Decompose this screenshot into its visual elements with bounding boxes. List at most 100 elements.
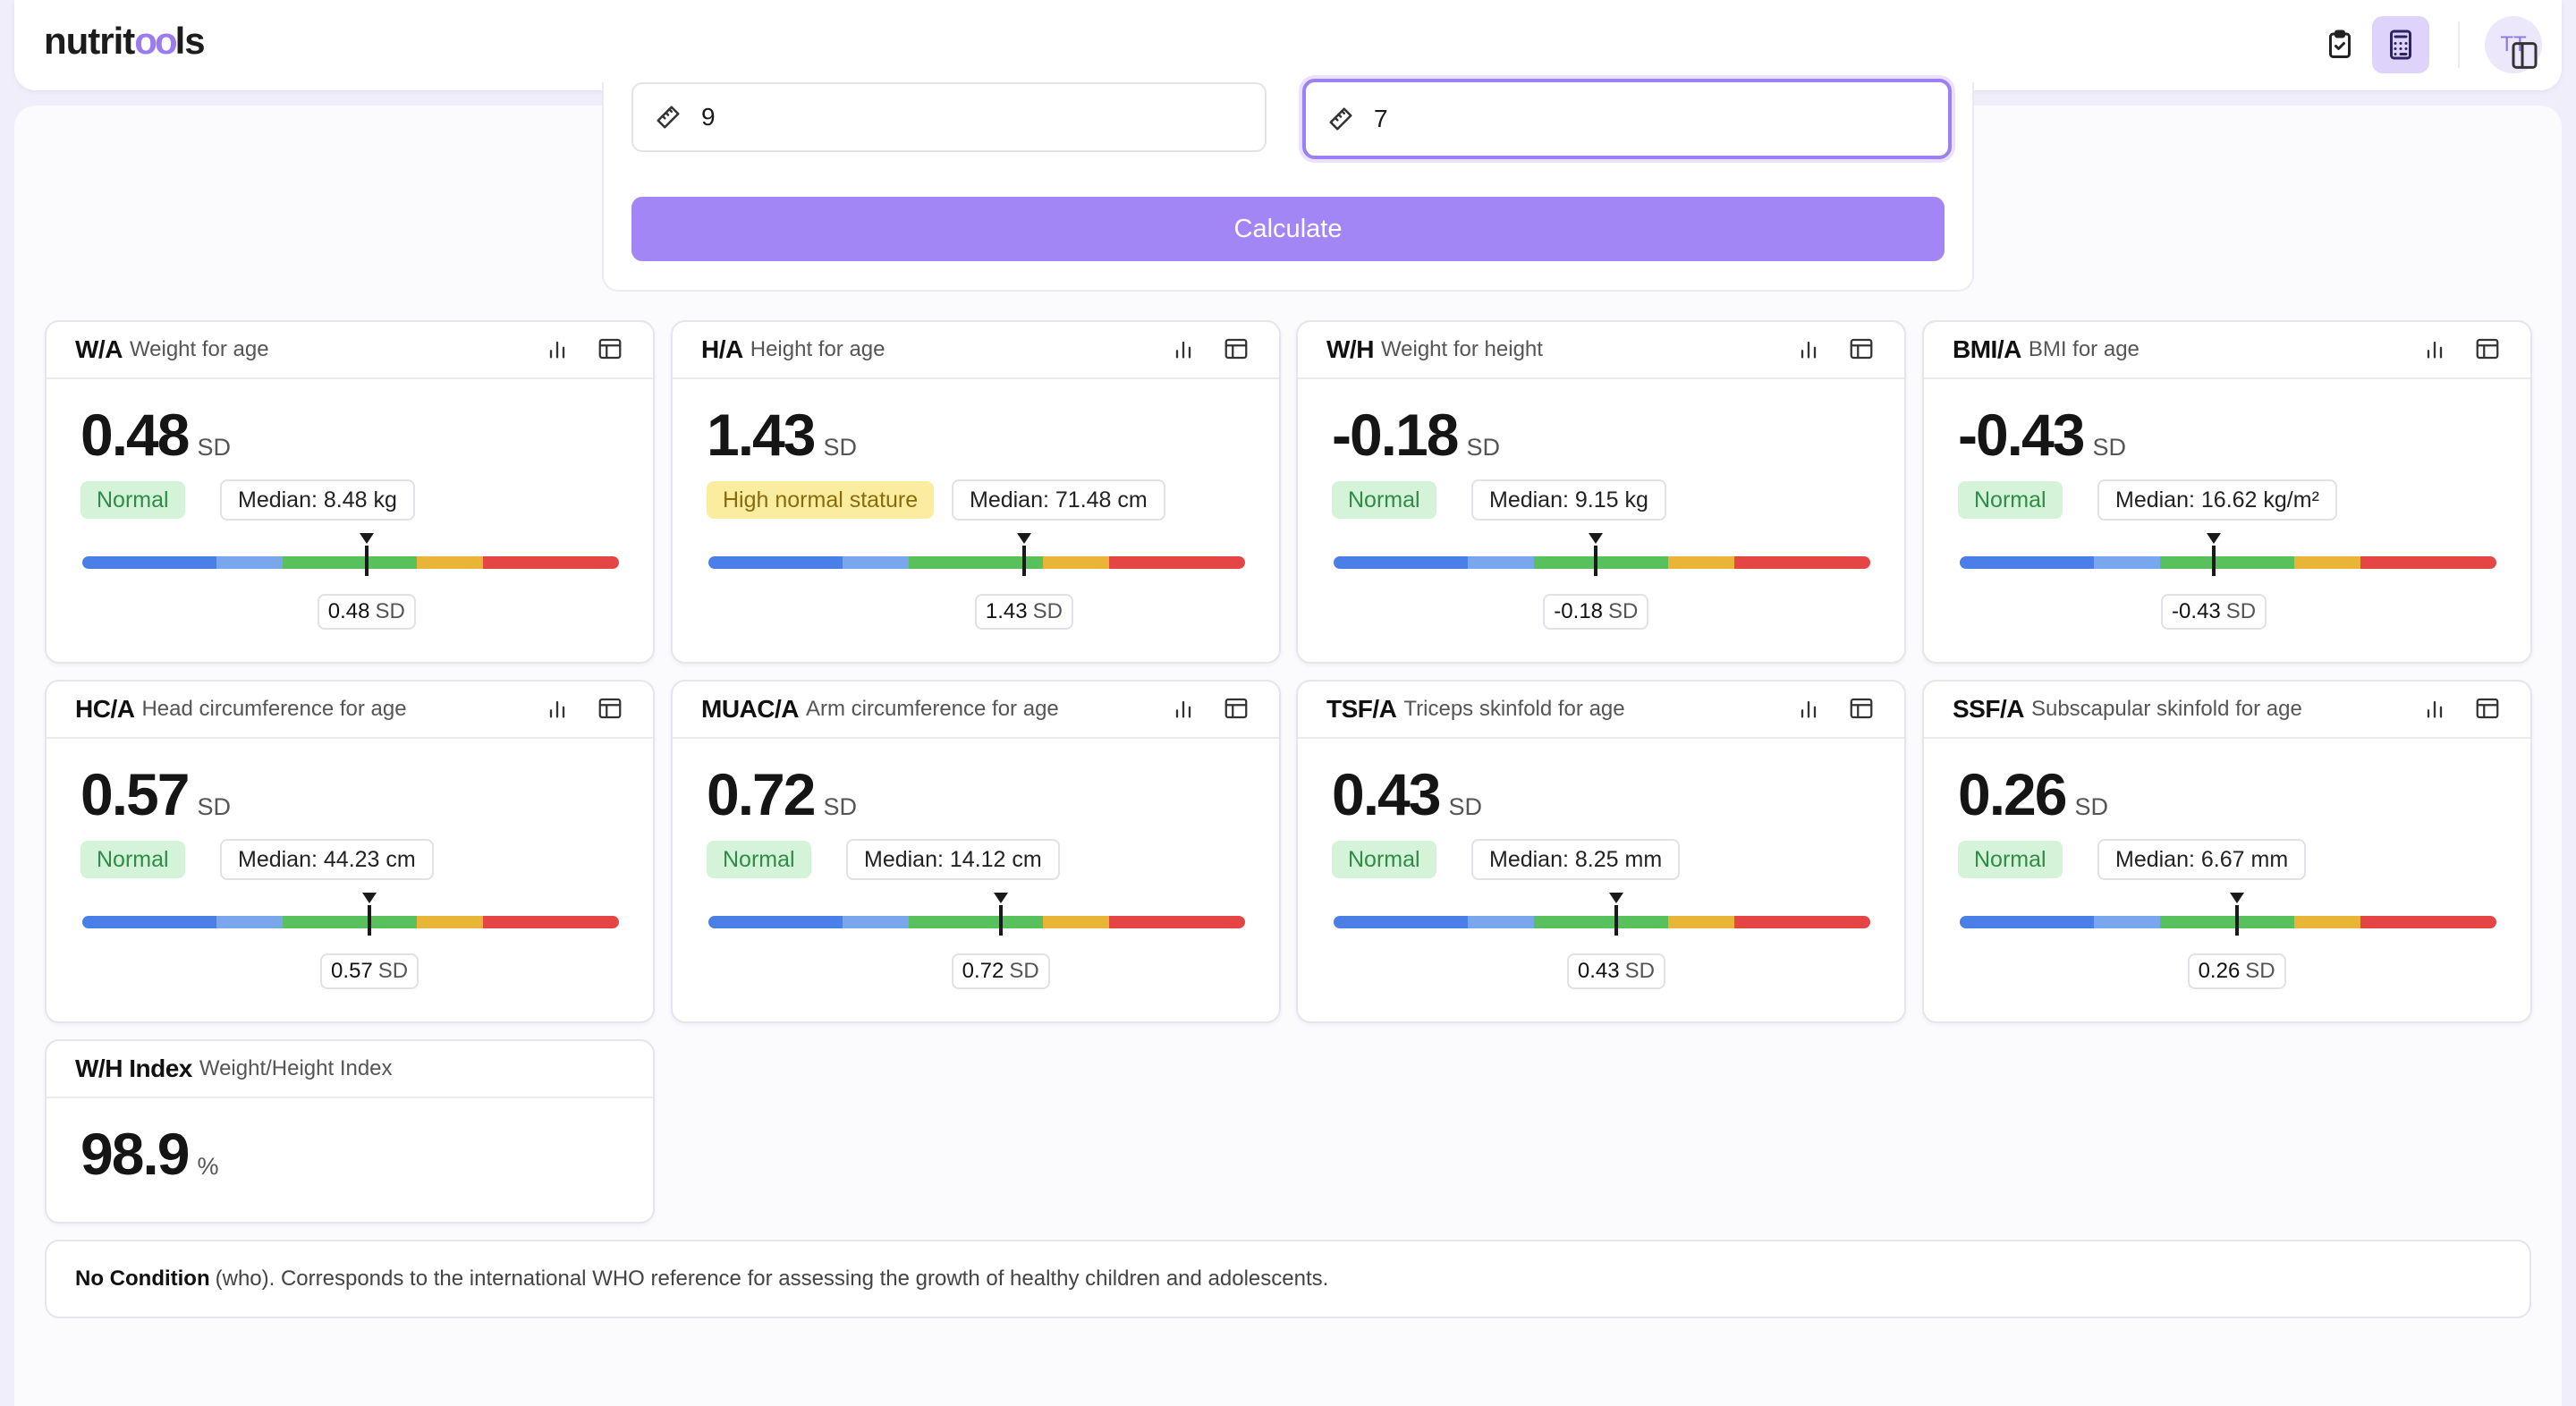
card-header: HC/A Head circumference for age [47,682,653,739]
ruler-icon [1329,107,1352,131]
card-code: BMI/A [1953,335,2021,363]
sd-value-unit: SD [1009,959,1039,983]
indicator-card: BMI/A BMI for age -0.43 SD Normal Median: 16.… [1922,320,2532,664]
card-value-unit: % [197,1153,219,1180]
sd-value-text: -0.43 [2172,599,2221,623]
clipboard-check-icon [2329,30,2351,58]
status-badge: Normal [80,481,185,519]
top-header: nutritools TT [14,0,2562,90]
measurement-input-right[interactable]: 7 [1302,79,1952,159]
marker-line [368,905,372,936]
layout-panel-icon [2512,42,2538,69]
chart-view-button[interactable] [543,336,572,365]
calculate-button[interactable]: Calculate [631,197,1945,261]
card-value: 0.57 SD [80,760,231,828]
card-header: W/H Index Weight/Height Index [47,1041,653,1098]
scale-band-very-low [1334,556,1468,569]
scale-band-normal [2160,916,2294,928]
card-header: W/H Weight for height [1298,322,1904,379]
card-value-number: 0.43 [1332,761,1441,827]
scale-band-very-high [2360,556,2496,569]
table-view-button[interactable] [1847,696,1876,724]
chart-view-button[interactable] [2420,336,2449,365]
card-value: 98.9% [80,1120,218,1188]
table-view-button[interactable] [1847,336,1876,365]
scale-band-high [1043,916,1109,928]
table-view-button[interactable] [2473,696,2502,724]
card-value: 0.72 SD [707,760,857,828]
table-view-button[interactable] [1222,336,1250,365]
marker-line [2212,546,2216,576]
sd-value-unit: SD [1624,959,1655,983]
card-code: W/H Index [75,1054,192,1082]
card-name: Subscapular skinfold for age [2030,697,2302,721]
card-name: BMI for age [2028,337,2140,361]
bar-chart-icon [1171,696,1196,725]
logo-text-accent: oo [134,20,177,62]
reference-text: (who). Corresponds to the international … [215,1266,1329,1291]
card-value-number: 98.9 [80,1121,190,1187]
card-name: Weight/Height Index [199,1056,393,1080]
median-badge: Median: 16.62 kg/m² [2097,479,2337,521]
chart-view-button[interactable] [1794,696,1823,724]
table-icon [1848,695,1875,726]
chart-view-button[interactable] [1169,336,1198,365]
sd-scale-bar [1334,916,1870,928]
sd-value-unit: SD [1032,599,1063,623]
table-view-button[interactable] [1222,696,1250,724]
logo-text-start: nutrit [44,20,135,62]
marker-triangle [2207,533,2222,544]
reference-title: No Condition [75,1266,210,1291]
logo-text-end: ls [174,20,206,62]
card-value-unit: SD [1448,793,1482,820]
median-badge: Median: 14.12 cm [846,839,1060,880]
table-view-button[interactable] [596,336,624,365]
indicator-card: TSF/A Triceps skinfold for age 0.43 SD Norma… [1296,680,1906,1023]
sd-value-unit: SD [2225,599,2257,623]
nutritools-logo[interactable]: nutritools [44,20,206,63]
sd-value-unit: SD [375,599,405,623]
chart-view-button[interactable] [1169,696,1198,724]
chart-view-button[interactable] [2420,696,2449,724]
scale-band-very-high [2360,916,2496,928]
table-icon [1223,695,1250,726]
table-view-button[interactable] [596,696,624,724]
table-icon [2474,335,2501,367]
scale-band-very-low [708,556,843,569]
marker-line [2234,905,2239,936]
card-value-number: 1.43 [707,402,816,468]
marker-triangle [362,893,377,903]
measurement-input-left[interactable]: 9 [631,82,1267,152]
clipboard-check-button[interactable] [2311,16,2368,73]
scale-band-normal [1534,556,1668,569]
indicator-card: MUAC/A Arm circumference for age 0.72 SD Nor… [671,680,1281,1023]
chart-view-button[interactable] [543,696,572,724]
calculator-button[interactable] [2372,16,2429,73]
indicator-card: SSF/A Subscapular skinfold for age 0.26 SD N… [1922,680,2532,1023]
scale-band-normal [909,916,1043,928]
marker-triangle [1016,533,1031,544]
marker-line [998,905,1003,936]
sd-value-label: -0.43 SD [2161,594,2267,630]
card-value-number: -0.18 [1332,402,1459,468]
bar-chart-icon [2422,336,2447,366]
scale-band-high [1668,916,1734,928]
scale-band-normal [2160,556,2294,569]
scale-band-low [216,556,283,569]
median-badge: Median: 71.48 cm [952,479,1165,521]
user-avatar[interactable]: TT [2485,16,2542,73]
card-value-unit: SD [2074,793,2108,820]
sd-scale-bar [1334,556,1870,569]
sd-value-label: 0.48 SD [317,594,416,630]
card-value-unit: SD [2092,434,2126,461]
scale-band-very-high [1109,916,1245,928]
card-value: 0.43 SD [1332,760,1482,828]
card-code: H/A [701,335,743,363]
table-icon [597,695,623,726]
status-badge: Normal [1958,481,2063,519]
table-view-button[interactable] [2473,336,2502,365]
card-code: TSF/A [1326,695,1397,723]
sd-value-unit: SD [1608,599,1639,623]
chart-view-button[interactable] [1794,336,1823,365]
scale-band-high [417,916,483,928]
